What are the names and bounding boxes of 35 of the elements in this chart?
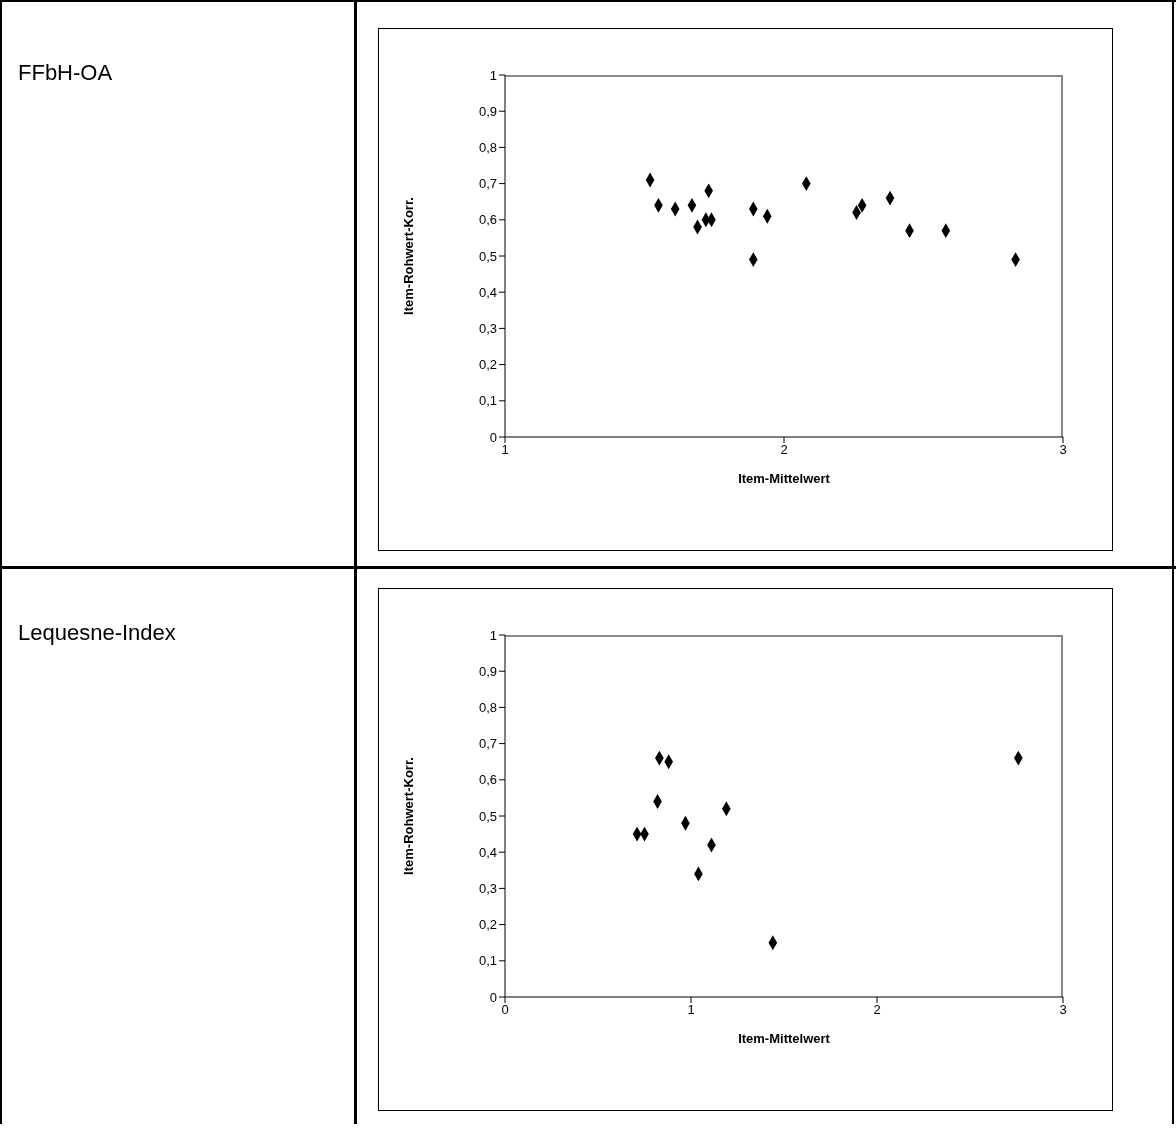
y-tick-label: 0 [489, 989, 497, 1005]
y-tick-label: 0,5 [478, 808, 497, 824]
y-tick-label: 0,2 [478, 357, 497, 373]
y-tick-label: 0,8 [478, 700, 497, 716]
x-tick-label: 1 [687, 1002, 695, 1018]
x-tick-label: 2 [780, 442, 788, 458]
y-tick-label: 0,3 [478, 881, 497, 897]
y-tick-label: 0,9 [478, 663, 497, 679]
x-tick-label: 2 [873, 1002, 881, 1018]
y-axis-title: Item-Rohwert-Korr. [400, 197, 416, 315]
y-tick-label: 0,1 [478, 953, 497, 969]
y-tick-label: 0,3 [478, 321, 497, 337]
y-tick-label: 0,4 [478, 284, 497, 300]
y-tick-label: 0,9 [478, 103, 497, 119]
x-tick-label: 3 [1059, 442, 1067, 458]
y-tick-label: 0,6 [478, 772, 497, 788]
y-tick-label: 0,6 [478, 212, 497, 228]
y-tick-label: 0 [489, 429, 497, 445]
text: Lequesne-Index [18, 620, 176, 645]
x-tick-label: 3 [1059, 1002, 1067, 1018]
y-tick-label: 1 [489, 627, 497, 643]
y-tick-label: 0,1 [478, 393, 497, 409]
y-axis-title: Item-Rohwert-Korr. [400, 757, 416, 875]
x-tick-label: 0 [501, 1002, 509, 1018]
text: FFbH-OA [18, 60, 113, 85]
y-tick-label: 0,5 [478, 248, 497, 264]
x-tick-label: 1 [501, 442, 509, 458]
y-tick-label: 1 [489, 67, 497, 83]
y-tick-label: 0,7 [478, 176, 497, 192]
y-tick-label: 0,2 [478, 917, 497, 933]
x-axis-title: Item-Mittelwert [738, 1031, 831, 1046]
y-tick-label: 0,4 [478, 844, 497, 860]
x-axis-title: Item-Mittelwert [738, 471, 831, 486]
y-tick-label: 0,8 [478, 140, 497, 156]
y-tick-label: 0,7 [478, 736, 497, 752]
